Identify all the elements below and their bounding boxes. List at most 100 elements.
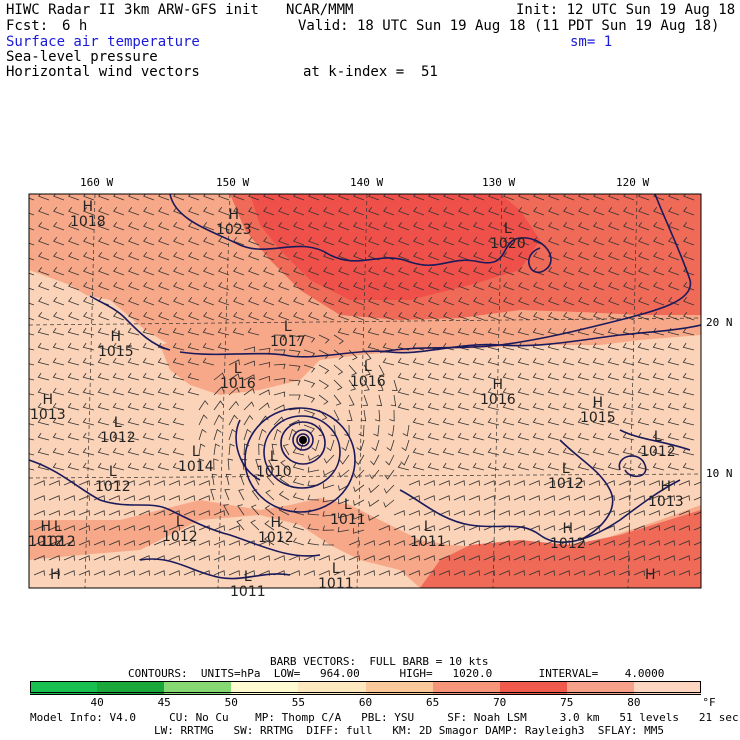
wind-barb <box>423 525 435 531</box>
wind-barb <box>588 525 600 531</box>
wind-barb <box>188 207 200 216</box>
wind-barb <box>488 237 500 246</box>
wind-barb <box>577 402 590 411</box>
wind-barb <box>368 194 380 201</box>
wind-barb <box>458 237 470 246</box>
wind-barb <box>503 194 515 201</box>
wind-barb <box>97 402 110 411</box>
pressure-center-kind: L <box>561 461 570 477</box>
wind-barb <box>263 252 275 261</box>
wind-barb <box>533 222 545 231</box>
wind-barb <box>682 432 695 441</box>
wind-barb <box>346 409 353 422</box>
wind-barb <box>52 447 65 456</box>
wind-barb <box>663 540 675 546</box>
meridian-line <box>627 194 638 588</box>
wind-barb <box>93 570 105 576</box>
wind-barb <box>472 372 485 381</box>
wind-barb <box>547 432 560 441</box>
wind-barb <box>363 570 375 576</box>
wind-barb <box>483 570 495 576</box>
wind-barb <box>52 417 65 426</box>
wind-barb <box>213 570 225 576</box>
wind-barb <box>547 372 560 381</box>
wind-barb <box>225 473 232 486</box>
wind-barb <box>588 540 600 546</box>
wind-barb <box>363 379 370 391</box>
wind-barb <box>473 282 485 291</box>
wind-barb <box>158 297 170 306</box>
wind-barb <box>548 297 560 306</box>
pressure-center-value: 1013 <box>648 494 684 510</box>
wind-barb <box>303 379 316 388</box>
wind-barb <box>236 519 245 531</box>
wind-barb <box>173 282 185 291</box>
wind-barb <box>633 555 645 561</box>
wind-barb <box>48 555 60 561</box>
wind-barb <box>173 194 185 201</box>
pressure-center-high: H 1016 <box>480 378 516 408</box>
wind-barb <box>323 194 335 201</box>
wind-barb <box>98 267 110 276</box>
wind-barb <box>322 539 335 546</box>
wind-barb <box>618 570 630 576</box>
wind-barb <box>413 267 425 276</box>
pressure-center-high: H 1012 <box>28 520 64 550</box>
wind-barb <box>473 237 485 246</box>
wind-barb <box>98 252 110 261</box>
wind-barb <box>397 462 410 471</box>
wind-barb <box>442 417 455 426</box>
wind-barb <box>228 359 240 366</box>
wind-barb <box>307 467 320 473</box>
wind-barb <box>533 312 545 321</box>
wind-barb <box>63 540 75 546</box>
wind-barb <box>468 480 480 486</box>
wind-barb <box>413 282 425 291</box>
wind-barb <box>108 555 120 561</box>
wind-barb <box>442 372 455 381</box>
wind-barb <box>468 540 480 546</box>
wind-barb <box>548 237 560 246</box>
wind-barb <box>370 454 380 466</box>
wind-barb <box>438 510 450 516</box>
wind-barb <box>142 387 155 396</box>
wind-barb <box>548 282 560 291</box>
pressure-center-high: H 1023 <box>216 208 252 238</box>
wind-barb <box>82 432 95 441</box>
wind-barb <box>518 222 530 231</box>
isobar-cyclone-middle <box>263 415 341 489</box>
wind-barb <box>63 495 75 501</box>
wind-barb <box>157 402 170 411</box>
wind-barb <box>308 312 320 321</box>
isobar-west-loop <box>235 419 261 481</box>
wind-barb <box>663 525 675 531</box>
wind-barb <box>682 327 695 336</box>
wind-barb <box>502 447 515 456</box>
wind-barb <box>623 267 635 276</box>
pressure-center-value: 1020 <box>490 236 526 252</box>
wind-barb <box>172 357 185 366</box>
wind-barb <box>648 540 660 546</box>
wind-barb <box>353 297 365 306</box>
wind-barb <box>633 570 645 576</box>
wind-barb <box>93 540 105 546</box>
wind-barb <box>428 267 440 276</box>
wind-barb <box>453 525 465 531</box>
wind-barb <box>29 378 35 381</box>
wind-barb <box>367 342 380 351</box>
wind-barb <box>562 432 575 441</box>
wind-barb <box>213 510 225 516</box>
wind-barb <box>157 387 170 396</box>
colorbar-unit: °F <box>702 696 716 709</box>
wind-barb <box>473 312 485 321</box>
wind-barb <box>93 555 105 561</box>
wind-barb <box>78 510 90 516</box>
wind-barb <box>67 402 80 411</box>
wind-barb <box>288 428 297 441</box>
wind-barb <box>398 282 410 291</box>
wind-barb <box>683 252 695 261</box>
wind-barb <box>322 525 335 531</box>
wind-barb <box>384 469 395 480</box>
wind-barb <box>402 424 410 437</box>
wind-barb <box>563 297 575 306</box>
